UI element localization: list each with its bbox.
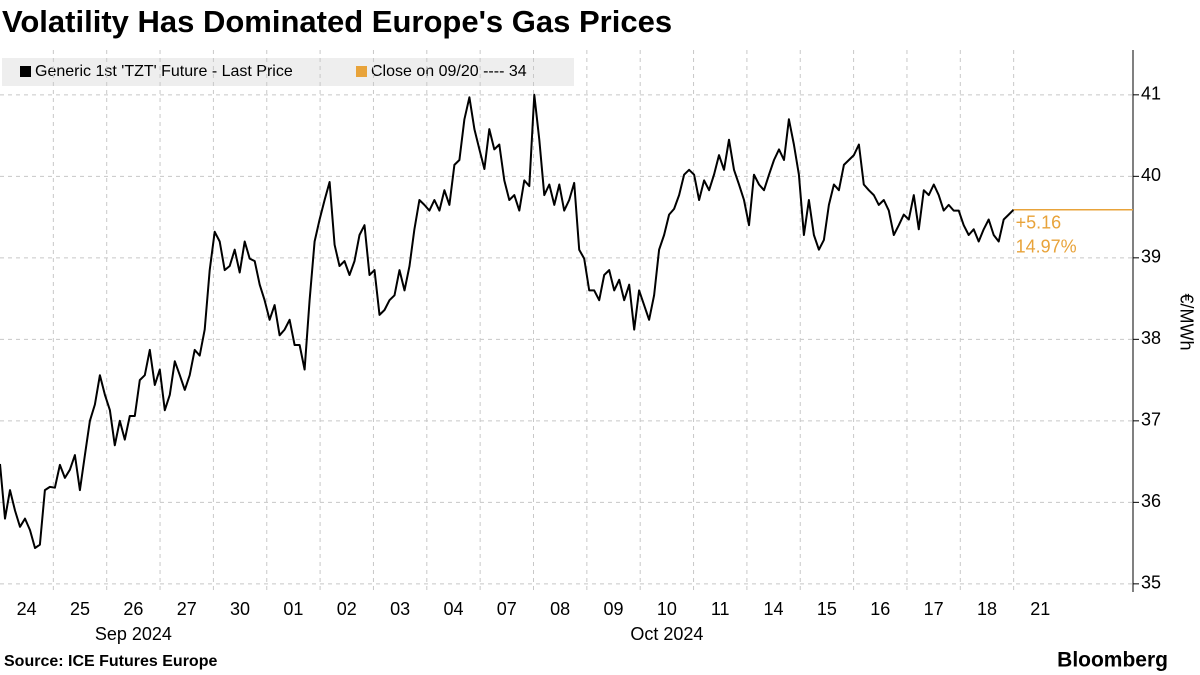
x-tick-label: 18 <box>977 599 997 619</box>
y-tick-label: 35 <box>1141 573 1161 593</box>
month-label: Oct 2024 <box>630 624 703 644</box>
x-tick-label: 08 <box>550 599 570 619</box>
y-tick-label: 38 <box>1141 328 1161 348</box>
legend-background <box>2 58 574 86</box>
x-tick-label: 26 <box>123 599 143 619</box>
price-line <box>0 93 1015 549</box>
x-tick-label: 01 <box>283 599 303 619</box>
x-tick-label: 25 <box>70 599 90 619</box>
x-tick-label: 24 <box>17 599 37 619</box>
y-axis-label: €/MWh <box>1176 293 1196 350</box>
y-tick-label: 37 <box>1141 410 1161 430</box>
brand: Bloomberg <box>1057 649 1168 672</box>
y-tick-label: 41 <box>1141 84 1161 104</box>
legend-swatch <box>356 66 367 77</box>
x-tick-label: 09 <box>604 599 624 619</box>
x-tick-label: 02 <box>337 599 357 619</box>
month-label: Sep 2024 <box>95 624 172 644</box>
legend-swatch <box>20 66 31 77</box>
x-tick-label: 27 <box>177 599 197 619</box>
x-tick-label: 21 <box>1030 599 1050 619</box>
x-tick-label: 10 <box>657 599 677 619</box>
x-tick-label: 04 <box>443 599 463 619</box>
x-tick-label: 16 <box>870 599 890 619</box>
y-tick-label: 40 <box>1141 165 1161 185</box>
y-tick-label: 36 <box>1141 491 1161 511</box>
x-tick-label: 30 <box>230 599 250 619</box>
x-tick-label: 15 <box>817 599 837 619</box>
chart-title: Volatility Has Dominated Europe's Gas Pr… <box>2 4 672 39</box>
x-tick-label: 03 <box>390 599 410 619</box>
source: Source: ICE Futures Europe <box>4 653 217 670</box>
x-tick-label: 11 <box>711 599 730 619</box>
legend-entry: Close on 09/20 ---- 34 <box>371 63 527 80</box>
x-tick-label: 14 <box>764 599 784 619</box>
x-tick-label: 17 <box>924 599 944 619</box>
x-tick-label: 07 <box>497 599 517 619</box>
legend-entry: Generic 1st 'TZT' Future - Last Price <box>35 63 293 80</box>
change-label: +5.16 <box>1016 212 1062 232</box>
change-label: 14.97% <box>1016 236 1077 256</box>
y-tick-label: 39 <box>1141 247 1161 267</box>
